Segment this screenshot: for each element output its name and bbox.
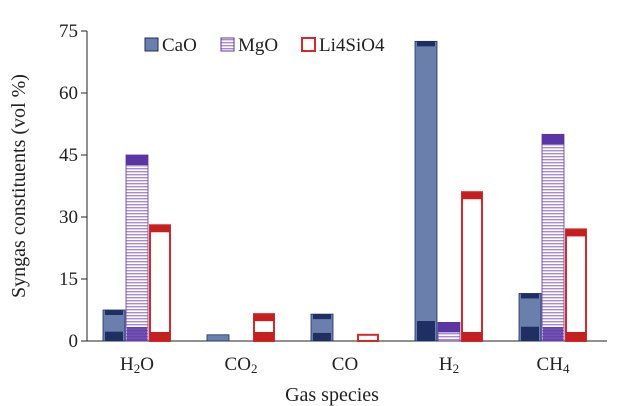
y-tick-label: 60 bbox=[59, 83, 78, 104]
x-tick-label-sub: 2 bbox=[251, 361, 258, 376]
y-axis-title: Syngas constituents (vol %) bbox=[8, 74, 30, 298]
bar-base bbox=[150, 332, 170, 341]
bar-cap bbox=[417, 41, 435, 47]
bar-li4sio4-co2 bbox=[253, 313, 275, 342]
y-tick-label: 75 bbox=[59, 21, 78, 42]
bar-base bbox=[254, 332, 274, 341]
x-tick-label: CH4 bbox=[537, 354, 570, 376]
bar-body bbox=[125, 154, 149, 342]
bar-body bbox=[206, 334, 230, 342]
bar-body bbox=[461, 191, 483, 342]
bar-cap bbox=[105, 310, 123, 315]
bar-mgo-h2 bbox=[437, 321, 461, 342]
x-tick-label-tail: O bbox=[140, 354, 154, 375]
x-ticks: H2O CO2 CO H2 CH4 bbox=[120, 354, 570, 376]
legend-item-cao: CaO bbox=[144, 35, 197, 56]
y-tick-label: 45 bbox=[59, 145, 78, 166]
bar-mgo-h2o bbox=[125, 154, 149, 342]
bar-base bbox=[127, 327, 147, 341]
bar-li4sio4-ch4 bbox=[565, 228, 587, 342]
x-tick-label: CO bbox=[332, 354, 358, 375]
x-tick-label: H2 bbox=[439, 354, 459, 376]
legend-item-li4sio4: Li4SiO4 bbox=[301, 35, 385, 56]
bar-base bbox=[543, 327, 563, 341]
x-tick-label: CO2 bbox=[225, 354, 258, 376]
bar-base bbox=[313, 332, 331, 341]
x-tick-label-sub: 2 bbox=[134, 361, 141, 376]
bar-cap bbox=[313, 314, 331, 320]
bar-mgo-ch4 bbox=[541, 133, 565, 342]
y-tick-label: 30 bbox=[59, 207, 78, 228]
bar-base bbox=[521, 326, 539, 341]
bar-cap bbox=[126, 155, 148, 165]
bar-cap bbox=[542, 134, 564, 145]
bar-cao-co bbox=[310, 313, 334, 342]
x-tick-label-sub: 2 bbox=[453, 361, 460, 376]
bar-cao-h2 bbox=[414, 40, 438, 342]
bar-body bbox=[414, 40, 438, 342]
y-ticks: 0 15 30 45 60 75 bbox=[59, 21, 87, 352]
x-tick-label-base: H bbox=[439, 354, 453, 375]
bar-li4sio4-co bbox=[357, 333, 379, 342]
x-tick-label-base: H bbox=[120, 354, 134, 375]
bars bbox=[102, 40, 587, 342]
x-tick-label-sub: 4 bbox=[563, 361, 570, 376]
legend-swatch-cao bbox=[144, 37, 159, 52]
legend-swatch-li4sio4 bbox=[301, 37, 316, 52]
x-tick-label-base: CH bbox=[537, 354, 564, 375]
bar-base bbox=[462, 332, 482, 341]
bar-cap bbox=[254, 314, 274, 322]
bar-body bbox=[541, 133, 565, 342]
bar-cao-ch4 bbox=[518, 293, 542, 342]
legend-swatch-mgo bbox=[220, 37, 235, 52]
bar-base bbox=[105, 331, 123, 341]
y-tick-label: 0 bbox=[69, 331, 79, 352]
bar-body bbox=[357, 333, 379, 342]
bar-cap bbox=[521, 293, 539, 299]
legend-label-li4sio4: Li4SiO4 bbox=[319, 35, 385, 56]
x-tick-label-base: CO bbox=[332, 354, 358, 375]
bar-cap bbox=[462, 192, 482, 200]
bar-cap bbox=[566, 229, 586, 237]
bar-cao-co2 bbox=[206, 334, 230, 342]
bar-body bbox=[565, 228, 587, 342]
legend-item-mgo: MgO bbox=[220, 35, 278, 56]
x-axis-title: Gas species bbox=[285, 384, 379, 406]
legend-label-cao: CaO bbox=[162, 35, 197, 56]
legend: CaO MgO Li4SiO4 bbox=[144, 35, 385, 56]
bar-cao-h2o bbox=[102, 309, 126, 342]
bar-cap bbox=[150, 225, 170, 233]
bar-li4sio4-h2 bbox=[461, 191, 483, 342]
x-tick-label: H2O bbox=[120, 354, 154, 376]
bar-body bbox=[149, 224, 171, 342]
bar-base bbox=[417, 321, 435, 341]
y-tick-label: 15 bbox=[59, 269, 78, 290]
x-tick-label-base: CO bbox=[225, 354, 251, 375]
bar-base bbox=[566, 332, 586, 341]
bar-cap bbox=[438, 322, 460, 333]
bar-li4sio4-h2o bbox=[149, 224, 171, 342]
legend-label-mgo: MgO bbox=[238, 35, 278, 56]
